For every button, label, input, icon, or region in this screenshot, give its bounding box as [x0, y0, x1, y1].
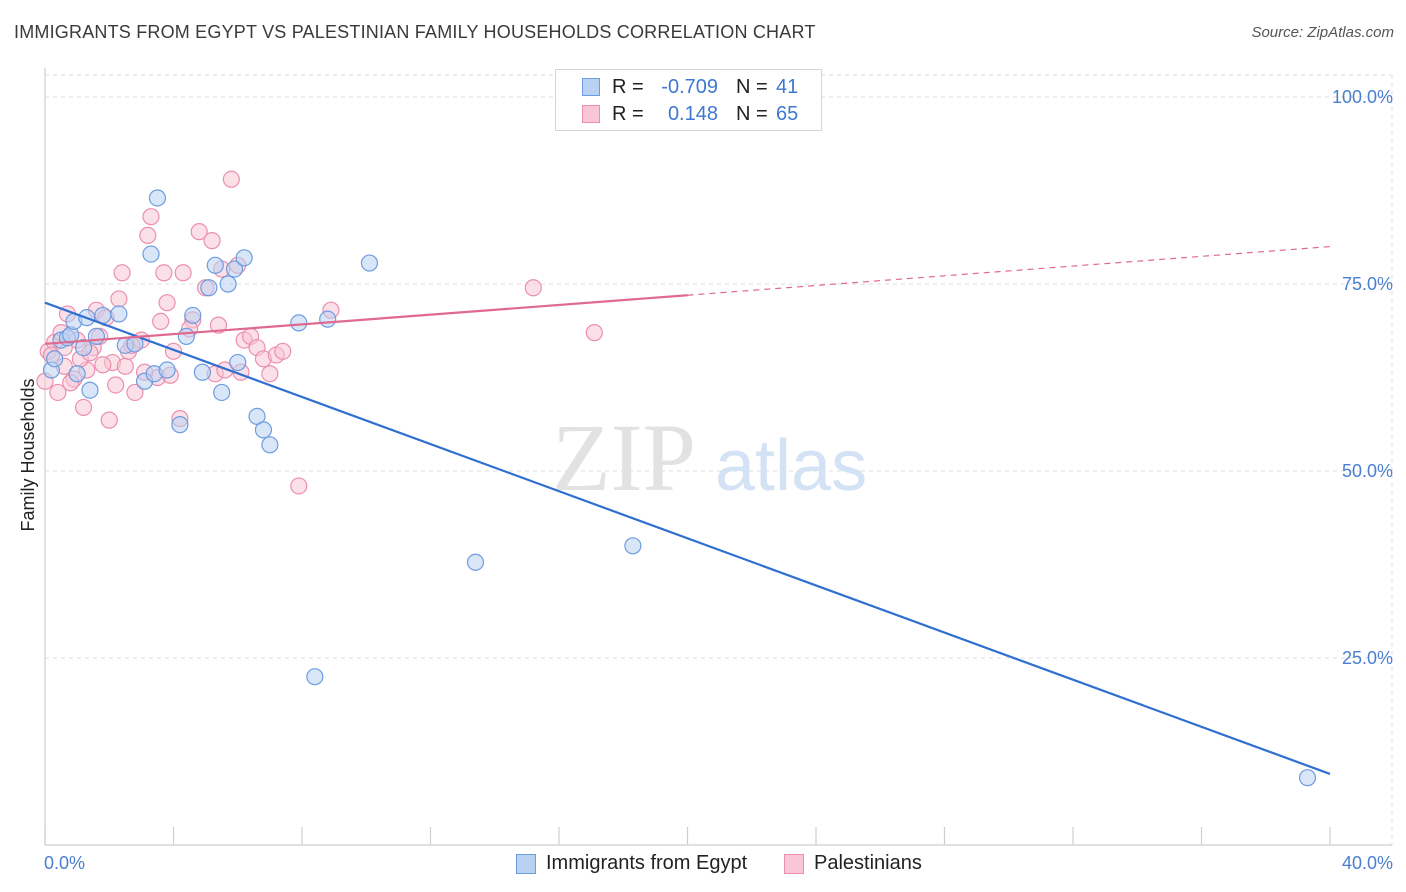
legend-n-label: N =: [736, 102, 768, 125]
y-tick-label: 50.0%: [1342, 461, 1393, 481]
y-tick-label: 75.0%: [1342, 274, 1393, 294]
data-point-egypt: [466, 553, 485, 571]
y-tick-label: 100.0%: [1332, 87, 1393, 107]
y-tick-label: 25.0%: [1342, 648, 1393, 668]
data-point-egypt: [184, 306, 202, 325]
legend-row-palestinians: R = 0.148 N = 65: [582, 102, 798, 126]
data-point-pal: [209, 316, 228, 334]
legend-r-value: -0.709: [661, 75, 718, 98]
data-point-pal: [524, 279, 542, 297]
trend-line-pal: [44, 294, 688, 345]
data-point-pal: [110, 290, 128, 308]
tick-labels: 25.0% 50.0% 75.0% 100.0% 0.0% 40.0%: [44, 87, 1393, 873]
data-point-pal: [274, 342, 292, 360]
data-point-egypt: [290, 314, 308, 332]
bottom-legend-label-palestinians: Palestinians: [814, 852, 922, 874]
data-point-egypt: [81, 381, 99, 399]
points-egypt: [42, 189, 1317, 787]
watermark-zip: ZIP: [552, 404, 696, 511]
data-point-egypt: [142, 245, 160, 263]
data-point-pal: [174, 264, 192, 282]
data-point-pal: [203, 232, 221, 250]
data-point-egypt: [171, 416, 189, 434]
legend-n-label: N =: [736, 75, 768, 98]
trend-line-extension-pal: [687, 246, 1331, 296]
data-point-egypt: [46, 350, 64, 368]
data-point-egypt: [68, 365, 86, 383]
y-axis-title: Family Households: [18, 378, 38, 531]
watermark: ZIP atlas: [552, 404, 867, 511]
bottom-legend-label-egypt: Immigrants from Egypt: [546, 852, 748, 874]
data-point-pal: [74, 398, 93, 417]
points-palestinians: [36, 170, 603, 495]
bottom-legend-swatch-egypt: [516, 853, 536, 874]
data-point-pal: [49, 383, 67, 402]
data-point-pal: [158, 294, 176, 312]
data-point-pal: [94, 356, 112, 374]
x-tick-label-max: 40.0%: [1342, 853, 1393, 873]
data-point-pal: [142, 208, 160, 226]
stats-legend: R = -0.709 N = 41 R = 0.148 N = 65: [555, 69, 822, 131]
trend-line-egypt: [44, 301, 1331, 775]
data-point-egypt: [219, 275, 237, 293]
legend-n-value: 41: [776, 75, 799, 98]
data-point-pal: [290, 477, 308, 495]
data-point-egypt: [360, 254, 379, 272]
bottom-legend-swatch-palestinians: [784, 853, 804, 874]
data-point-pal: [116, 357, 134, 375]
data-point-pal: [190, 223, 208, 241]
data-point-egypt: [1298, 769, 1317, 787]
legend-swatch-palestinians: [582, 105, 600, 123]
data-point-egypt: [87, 327, 106, 345]
data-point-egypt: [193, 363, 212, 381]
data-point-egypt: [229, 353, 247, 372]
data-point-pal: [126, 383, 144, 402]
data-point-egypt: [261, 436, 279, 454]
data-point-egypt: [110, 305, 128, 323]
x-tick-label-min: 0.0%: [44, 853, 85, 873]
data-point-egypt: [177, 327, 195, 345]
data-point-pal: [139, 226, 157, 244]
chart-title: IMMIGRANTS FROM EGYPT VS PALESTINIAN FAM…: [14, 22, 816, 42]
data-point-egypt: [206, 256, 224, 274]
data-point-egypt: [200, 279, 218, 297]
data-point-pal: [100, 411, 118, 429]
legend-r-label: R =: [612, 102, 644, 125]
data-point-egypt: [158, 361, 176, 379]
trend-lines: [44, 246, 1331, 775]
data-point-egypt: [319, 310, 337, 328]
data-point-pal: [585, 324, 603, 342]
legend-n-value: 65: [776, 102, 799, 125]
data-point-egypt: [74, 338, 93, 357]
data-point-egypt: [213, 383, 231, 402]
grid-lines: [45, 74, 1393, 845]
data-point-egypt: [225, 260, 244, 278]
bottom-legend-egypt[interactable]: Immigrants from Egypt: [516, 852, 747, 875]
data-point-pal: [152, 312, 170, 330]
watermark-atlas: atlas: [715, 426, 867, 506]
source-label: Source: ZipAtlas.com: [1251, 24, 1394, 41]
legend-r-label: R =: [612, 75, 644, 98]
data-point-egypt: [235, 249, 253, 267]
bottom-legend-palestinians[interactable]: Palestinians: [784, 852, 922, 875]
data-point-egypt: [306, 668, 324, 686]
legend-swatch-egypt: [582, 78, 600, 96]
data-point-pal: [113, 264, 131, 282]
data-point-egypt: [148, 189, 167, 207]
data-point-pal: [222, 170, 240, 188]
data-point-pal: [107, 376, 125, 394]
legend-r-value: 0.148: [667, 102, 718, 125]
data-point-pal: [261, 365, 279, 383]
data-point-pal: [155, 264, 173, 282]
legend-row-egypt: R = -0.709 N = 41: [582, 75, 798, 99]
data-point-egypt: [624, 537, 642, 555]
data-point-egypt: [254, 421, 273, 439]
axes: [44, 68, 1392, 846]
